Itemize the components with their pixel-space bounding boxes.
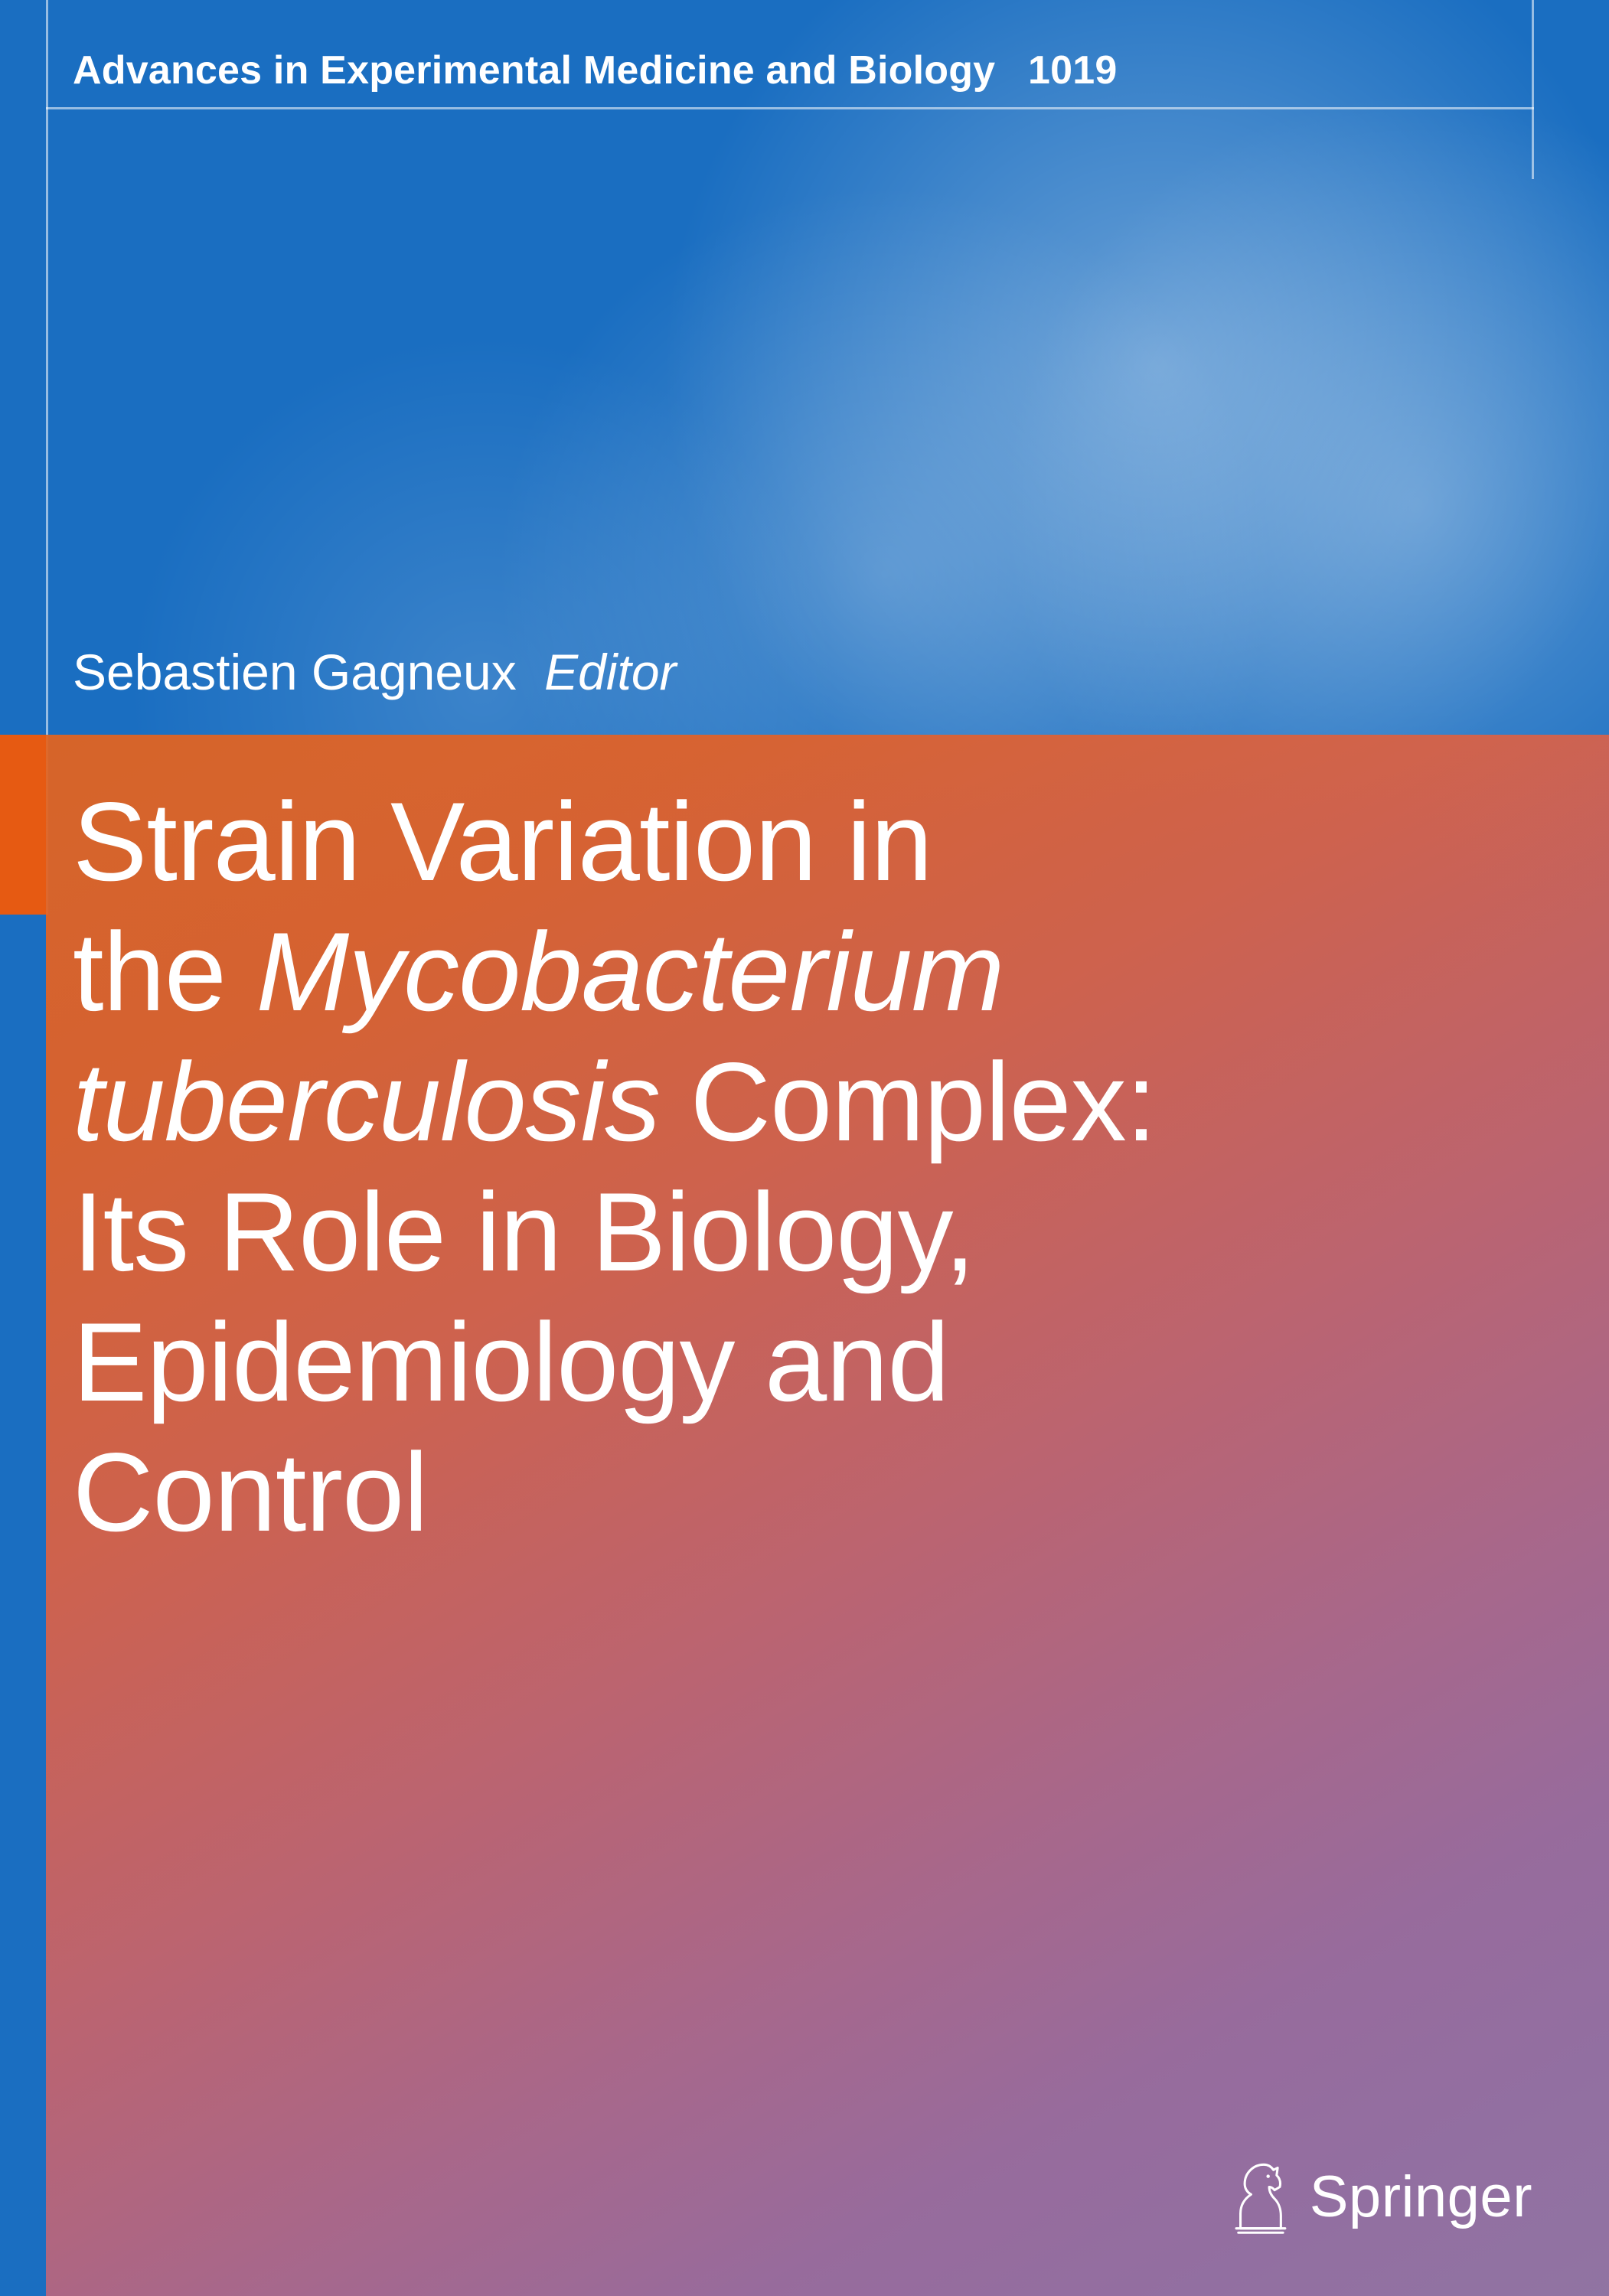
title-line-1: Strain Variation in (73, 779, 932, 904)
book-title: Strain Variation in the Mycobacterium tu… (73, 777, 1512, 1557)
publisher-block: Springer (1221, 2158, 1532, 2235)
editor-line: Sebastien Gagneux Editor (73, 643, 677, 701)
series-name: Advances in Experimental Medicine and Bi… (73, 48, 995, 93)
series-volume: 1019 (1028, 48, 1117, 93)
title-line-6: Control (73, 1430, 428, 1554)
series-underline-rule (46, 107, 1534, 109)
title-line-2-pre: the (73, 909, 256, 1034)
springer-horse-icon (1221, 2158, 1290, 2235)
title-line-4: Its Role in Biology, (73, 1169, 974, 1294)
right-vertical-rule (1532, 0, 1534, 179)
title-line-3-post: Complex: (660, 1039, 1156, 1164)
title-line-3-italic: tuberculosis (73, 1039, 660, 1164)
orange-accent-tab (0, 735, 46, 915)
publisher-name: Springer (1310, 2164, 1532, 2230)
editor-name: Sebastien Gagneux (73, 644, 517, 700)
editor-role: Editor (544, 644, 676, 700)
title-line-5: Epidemiology and (73, 1300, 949, 1424)
title-line-2-italic: Mycobacterium (256, 909, 1004, 1034)
series-line: Advances in Experimental Medicine and Bi… (73, 47, 1117, 93)
